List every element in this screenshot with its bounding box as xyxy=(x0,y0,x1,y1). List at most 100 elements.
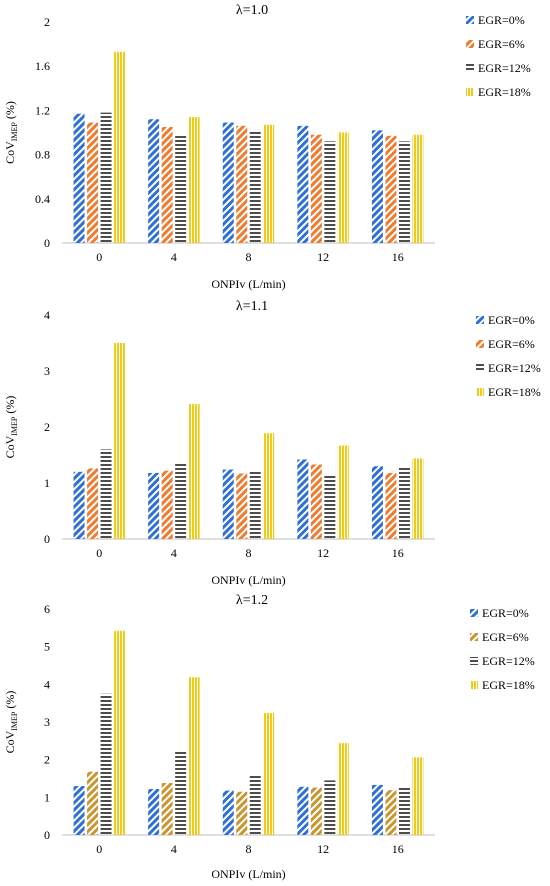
y-tick-label: 3 xyxy=(44,364,50,378)
bar-egr18-onpiv-16 xyxy=(412,458,424,539)
bar-egr18-onpiv-8 xyxy=(263,124,275,243)
y-tick-label: 4 xyxy=(44,677,50,691)
x-tick-label: 0 xyxy=(96,250,102,264)
bar-egr12-onpiv-12 xyxy=(324,475,336,539)
x-tick-label: 4 xyxy=(171,546,177,560)
x-tick-label: 4 xyxy=(171,842,177,856)
bar-egr0-onpiv-16 xyxy=(371,784,383,835)
bar-egr0-onpiv-0 xyxy=(73,471,85,539)
bar-egr12-onpiv-12 xyxy=(324,780,336,835)
bar-egr6-onpiv-12 xyxy=(310,787,322,835)
bar-egr12-onpiv-0 xyxy=(100,112,112,243)
x-tick-label: 12 xyxy=(317,250,329,264)
y-axis-title: CoVIMEP (%) xyxy=(3,101,19,164)
bar-egr0-onpiv-4 xyxy=(148,119,160,243)
bar-egr0-onpiv-8 xyxy=(222,790,234,835)
bar-egr6-onpiv-4 xyxy=(161,470,173,539)
bar-egr0-onpiv-4 xyxy=(148,472,160,539)
legend-label: EGR=12% xyxy=(478,61,531,75)
x-tick-label: 0 xyxy=(96,842,102,856)
legend-swatch xyxy=(466,40,474,48)
bar-egr12-onpiv-12 xyxy=(324,141,336,243)
bar-egr18-onpiv-8 xyxy=(263,712,275,835)
bar-egr6-onpiv-0 xyxy=(87,771,99,835)
chart-title: λ=1.2 xyxy=(236,593,268,608)
legend-swatch xyxy=(470,633,478,641)
bar-egr0-onpiv-0 xyxy=(73,113,85,243)
y-tick-label: 1.6 xyxy=(35,59,50,73)
bar-egr18-onpiv-16 xyxy=(412,134,424,243)
legend-label: EGR=12% xyxy=(488,361,541,375)
bar-egr18-onpiv-12 xyxy=(337,445,349,539)
legend-label: EGR=0% xyxy=(478,13,525,27)
bar-egr18-onpiv-4 xyxy=(188,677,200,835)
legend-swatch xyxy=(466,16,474,24)
legend-swatch xyxy=(466,88,474,96)
bar-egr18-onpiv-12 xyxy=(337,132,349,243)
y-tick-label: 2 xyxy=(44,420,50,434)
bar-egr12-onpiv-16 xyxy=(398,467,410,539)
legend-swatch xyxy=(476,340,484,348)
chart-title: λ=1.0 xyxy=(236,3,268,18)
x-tick-label: 16 xyxy=(392,546,404,560)
x-tick-label: 12 xyxy=(317,842,329,856)
bar-egr18-onpiv-16 xyxy=(412,757,424,835)
y-tick-label: 0.4 xyxy=(35,192,50,206)
legend-swatch xyxy=(470,657,478,665)
y-tick-label: 5 xyxy=(44,640,50,654)
legend-swatch xyxy=(470,681,478,689)
bar-egr12-onpiv-0 xyxy=(100,693,112,835)
x-axis-title: ONPIv (L/min) xyxy=(211,573,285,587)
y-tick-label: 2 xyxy=(44,753,50,767)
bar-egr6-onpiv-12 xyxy=(310,464,322,539)
y-tick-label: 1 xyxy=(44,790,50,804)
legend-label: EGR=0% xyxy=(482,606,529,620)
y-tick-label: 0.8 xyxy=(35,148,50,162)
bar-egr12-onpiv-4 xyxy=(175,750,187,835)
bar-egr18-onpiv-12 xyxy=(337,743,349,835)
bar-egr12-onpiv-16 xyxy=(398,786,410,835)
y-axis-title: CoVIMEP (%) xyxy=(3,691,19,754)
bar-egr12-onpiv-4 xyxy=(175,135,187,243)
legend-swatch xyxy=(476,364,484,372)
y-tick-label: 3 xyxy=(44,715,50,729)
bar-egr0-onpiv-0 xyxy=(73,786,85,835)
bar-egr12-onpiv-16 xyxy=(398,141,410,243)
bar-egr18-onpiv-0 xyxy=(114,51,126,244)
chart-title: λ=1.1 xyxy=(236,299,268,314)
x-tick-label: 0 xyxy=(96,546,102,560)
bar-egr6-onpiv-16 xyxy=(385,135,397,243)
bar-egr6-onpiv-8 xyxy=(236,473,248,539)
bar-egr6-onpiv-16 xyxy=(385,790,397,835)
x-axis-title: ONPIv (L/min) xyxy=(211,867,285,881)
bar-egr0-onpiv-4 xyxy=(148,789,160,835)
x-tick-label: 8 xyxy=(246,546,252,560)
y-tick-label: 6 xyxy=(44,602,50,616)
legend-label: EGR=6% xyxy=(488,337,535,351)
bar-egr18-onpiv-0 xyxy=(114,630,126,835)
bar-egr0-onpiv-16 xyxy=(371,466,383,539)
legend-label: EGR=18% xyxy=(482,678,535,692)
bar-egr0-onpiv-12 xyxy=(297,786,309,835)
x-tick-label: 12 xyxy=(317,546,329,560)
bar-egr6-onpiv-4 xyxy=(161,783,173,835)
bar-egr12-onpiv-8 xyxy=(249,775,261,835)
x-tick-label: 8 xyxy=(246,250,252,264)
y-tick-label: 0 xyxy=(44,236,50,250)
legend-swatch xyxy=(476,388,484,396)
bar-egr0-onpiv-12 xyxy=(297,125,309,243)
bar-egr6-onpiv-4 xyxy=(161,126,173,243)
legend-label: EGR=0% xyxy=(488,313,535,327)
legend-swatch xyxy=(470,609,478,617)
bar-egr0-onpiv-12 xyxy=(297,459,309,539)
bar-egr0-onpiv-8 xyxy=(222,122,234,243)
bar-egr6-onpiv-0 xyxy=(87,122,99,243)
bar-egr0-onpiv-8 xyxy=(222,469,234,539)
legend-label: EGR=6% xyxy=(482,630,529,644)
bar-egr0-onpiv-16 xyxy=(371,130,383,243)
bar-egr18-onpiv-4 xyxy=(188,404,200,539)
y-tick-label: 1 xyxy=(44,476,50,490)
bar-egr6-onpiv-8 xyxy=(236,791,248,835)
